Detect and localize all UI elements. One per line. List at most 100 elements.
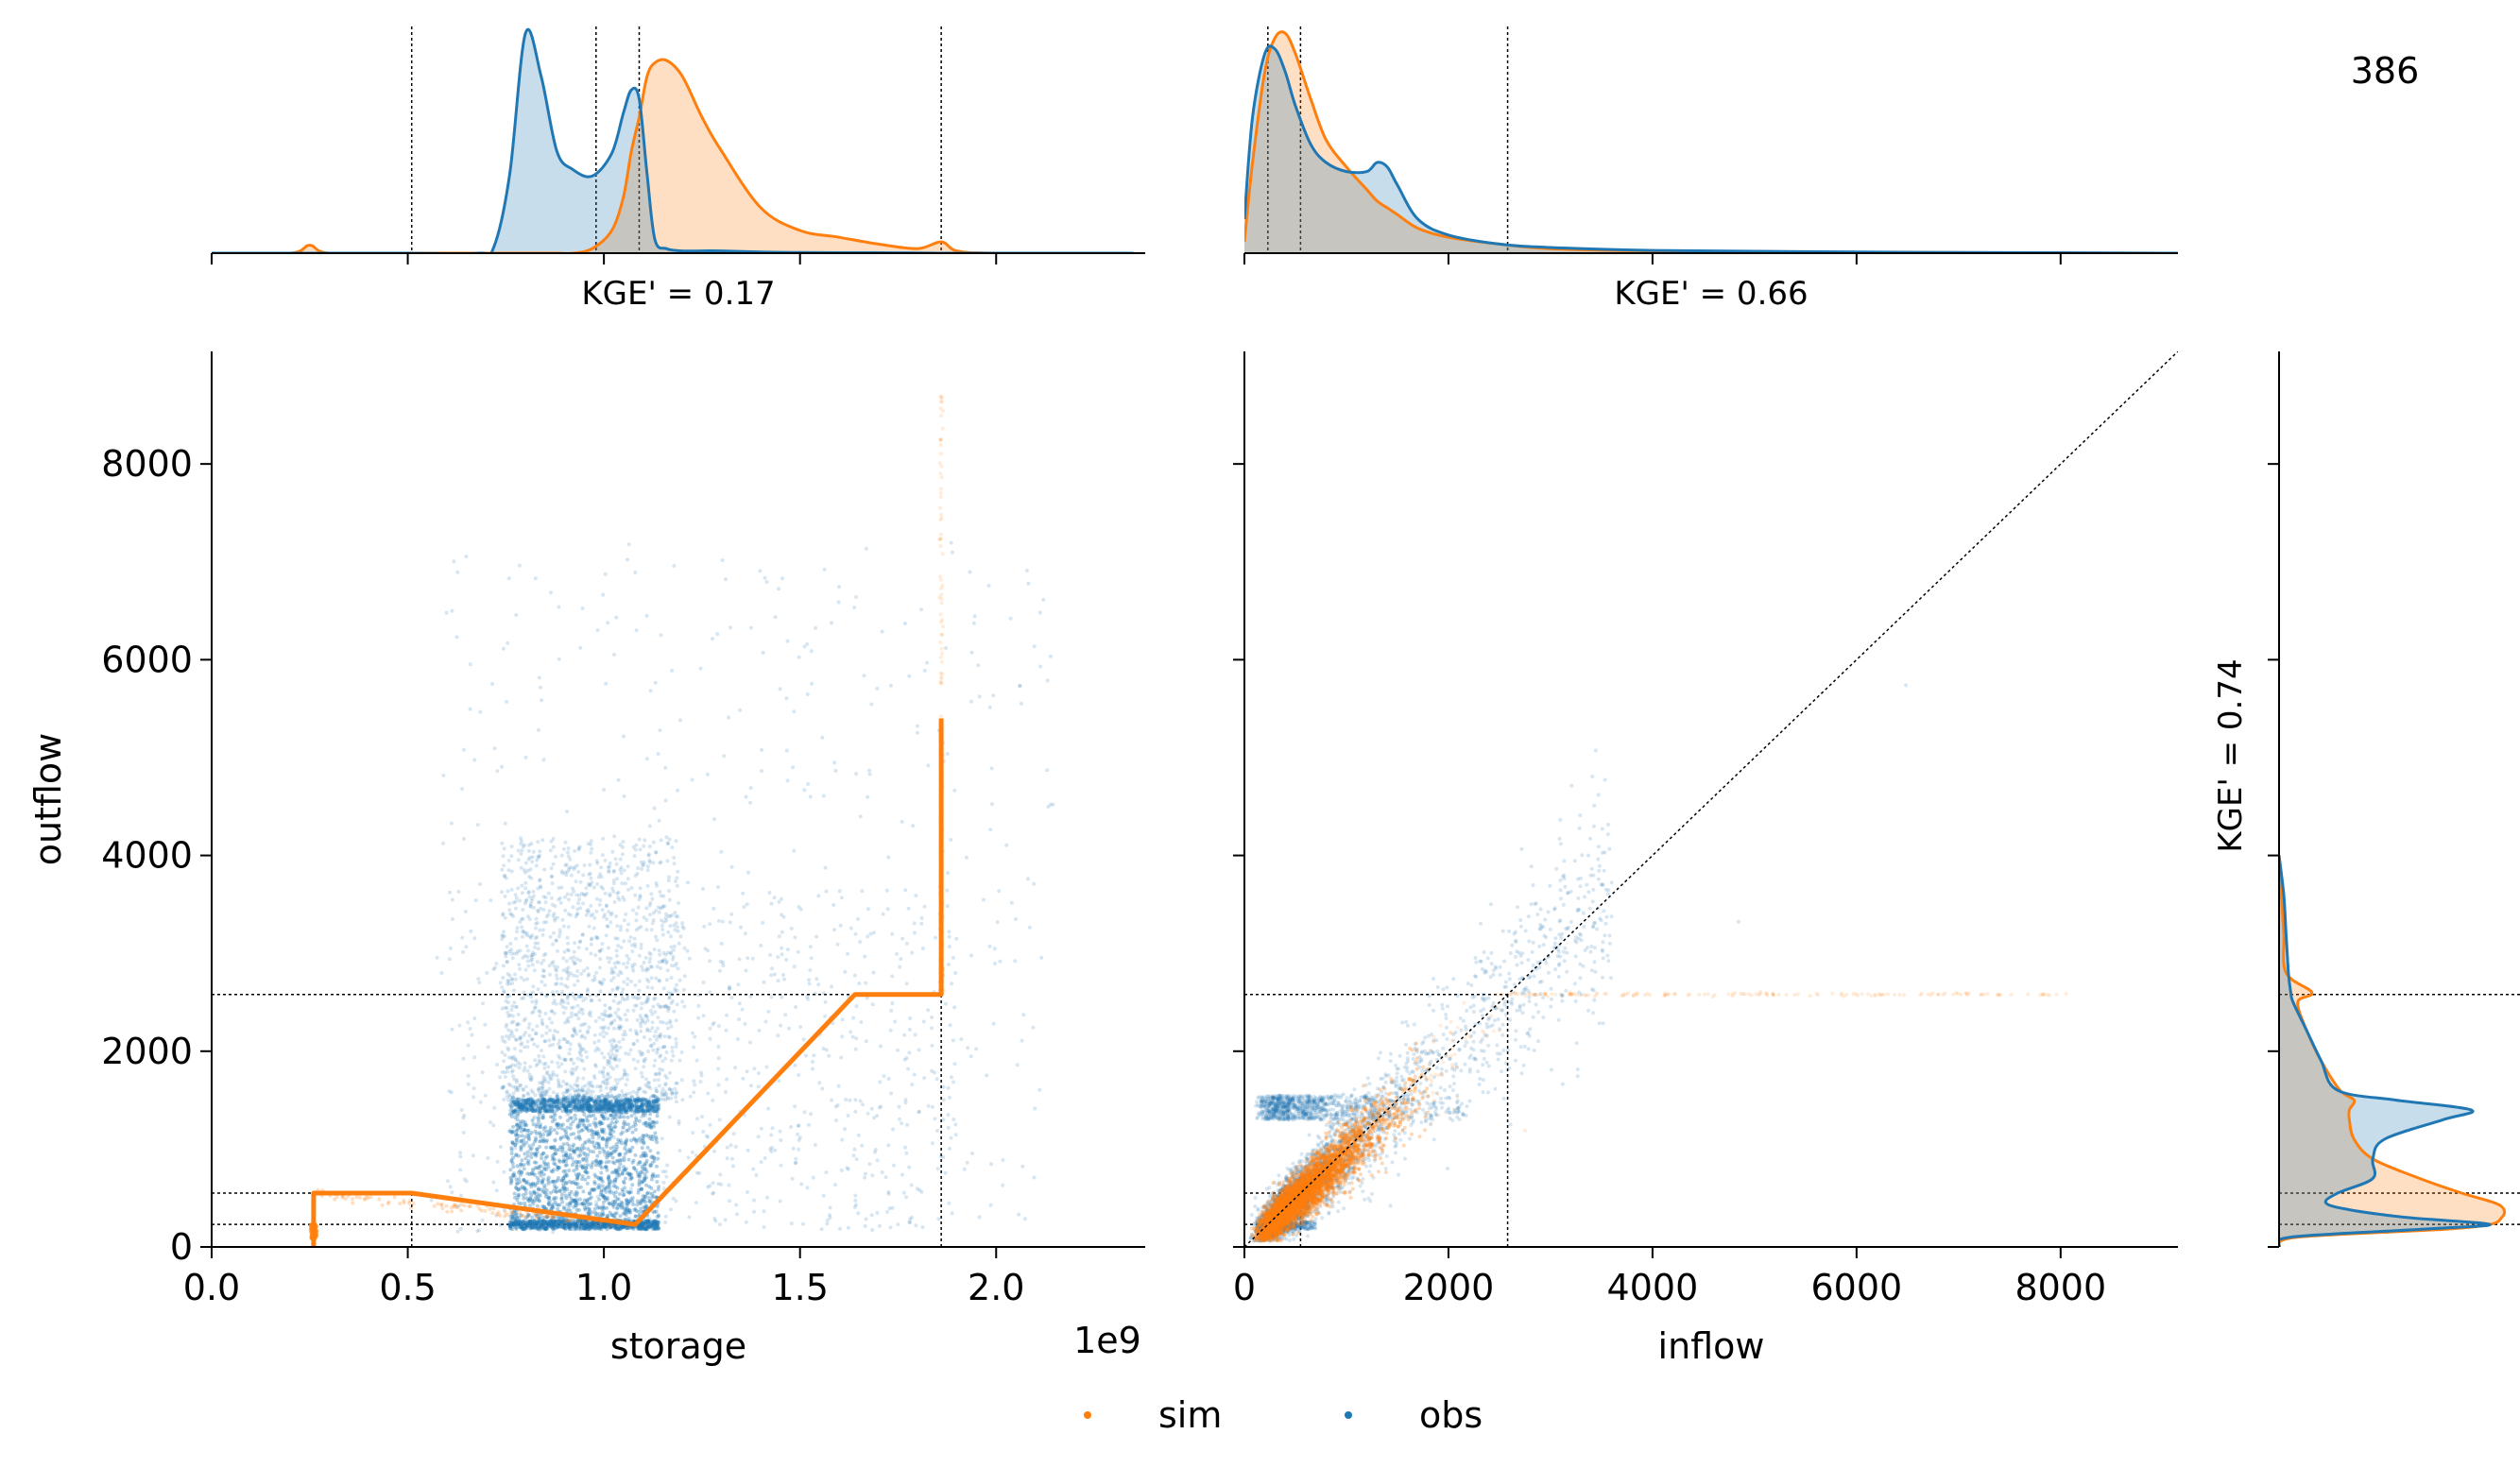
obs-point [555, 1224, 559, 1229]
obs-point [1032, 881, 1037, 886]
obs-point [578, 1164, 583, 1169]
obs-point [639, 1108, 643, 1113]
obs-point [551, 836, 556, 841]
obs-point [564, 1219, 569, 1223]
obs-point [521, 1108, 524, 1113]
obs-point [547, 1220, 552, 1225]
obs-point [658, 1097, 662, 1101]
obs-point [640, 1186, 643, 1191]
obs-point [590, 936, 594, 941]
obs-point [574, 914, 578, 919]
obs-point [863, 1224, 867, 1228]
obs-point [711, 637, 714, 641]
obs-point [641, 1108, 645, 1113]
obs-point [587, 1207, 591, 1211]
obs-point [544, 1183, 549, 1187]
obs-point [965, 1160, 969, 1165]
obs-point [535, 1214, 540, 1219]
obs-point [748, 1084, 753, 1088]
obs-point [600, 1114, 605, 1118]
obs-point [898, 964, 902, 969]
obs-point [586, 1197, 591, 1202]
obs-point [481, 1001, 486, 1006]
obs-point [562, 1224, 567, 1229]
obs-point [510, 1173, 515, 1178]
obs-point [596, 1109, 601, 1114]
obs-point [558, 896, 562, 900]
obs-point [601, 1115, 606, 1118]
obs-point [632, 1136, 637, 1141]
obs-point [458, 1151, 462, 1155]
obs-point [910, 1215, 914, 1220]
obs-point [577, 1172, 582, 1177]
obs-point [663, 765, 668, 770]
obs-point [574, 1223, 579, 1228]
obs-point [589, 1104, 593, 1109]
obs-point [607, 910, 611, 914]
obs-point [495, 1159, 500, 1164]
obs-point [692, 1079, 696, 1084]
obs-point [504, 876, 508, 880]
obs-point [552, 1196, 557, 1201]
obs-point [542, 1219, 547, 1223]
obs-point [756, 1084, 761, 1089]
obs-point [622, 1225, 626, 1229]
obs-point [588, 1196, 592, 1201]
obs-point [657, 1185, 661, 1189]
obs-point [541, 1226, 546, 1231]
obs-point [653, 1010, 658, 1015]
obs-point [538, 878, 542, 882]
obs-point [525, 1219, 530, 1223]
obs-point [860, 889, 865, 894]
obs-point [613, 1124, 618, 1129]
obs-point [570, 1156, 574, 1161]
obs-point [466, 1043, 471, 1048]
obs-point [634, 628, 639, 633]
obs-point [591, 1223, 596, 1228]
obs-point [626, 1150, 630, 1154]
obs-point [634, 1091, 639, 1096]
obs-point [562, 1105, 567, 1110]
obs-point [558, 900, 563, 905]
obs-point [564, 1105, 569, 1110]
obs-point [721, 960, 725, 964]
obs-point [875, 686, 880, 691]
obs-point [586, 973, 591, 978]
obs-point [756, 1071, 761, 1076]
obs-point [512, 1000, 517, 1005]
obs-point [513, 1143, 518, 1148]
obs-point [527, 1182, 532, 1186]
obs-point [628, 1098, 633, 1102]
obs-point [462, 837, 466, 841]
obs-point [611, 889, 616, 894]
obs-point [565, 977, 570, 982]
obs-point [625, 953, 629, 958]
obs-point [525, 959, 530, 964]
obs-point [518, 1034, 523, 1039]
obs-point [624, 912, 628, 916]
obs-point [581, 901, 585, 906]
obs-point [608, 1106, 612, 1111]
obs-point [532, 1042, 537, 1047]
obs-point [699, 1115, 704, 1119]
obs-point [543, 1225, 547, 1230]
obs-point [647, 1164, 652, 1169]
obs-point [629, 886, 634, 890]
obs-point [544, 1220, 549, 1224]
obs-point [583, 1206, 587, 1210]
obs-point [520, 1220, 524, 1224]
obs-point [518, 1186, 523, 1191]
obs-point [922, 1076, 927, 1081]
obs-point [543, 1226, 548, 1231]
obs-point [903, 1098, 908, 1102]
obs-point [581, 1104, 586, 1109]
obs-point [633, 1029, 638, 1033]
obs-point [671, 999, 675, 1003]
obs-point [516, 1220, 521, 1224]
obs-point [552, 1152, 557, 1156]
obs-point [625, 1129, 629, 1133]
obs-point [526, 891, 531, 896]
obs-point [532, 1172, 537, 1177]
obs-point [614, 953, 619, 958]
